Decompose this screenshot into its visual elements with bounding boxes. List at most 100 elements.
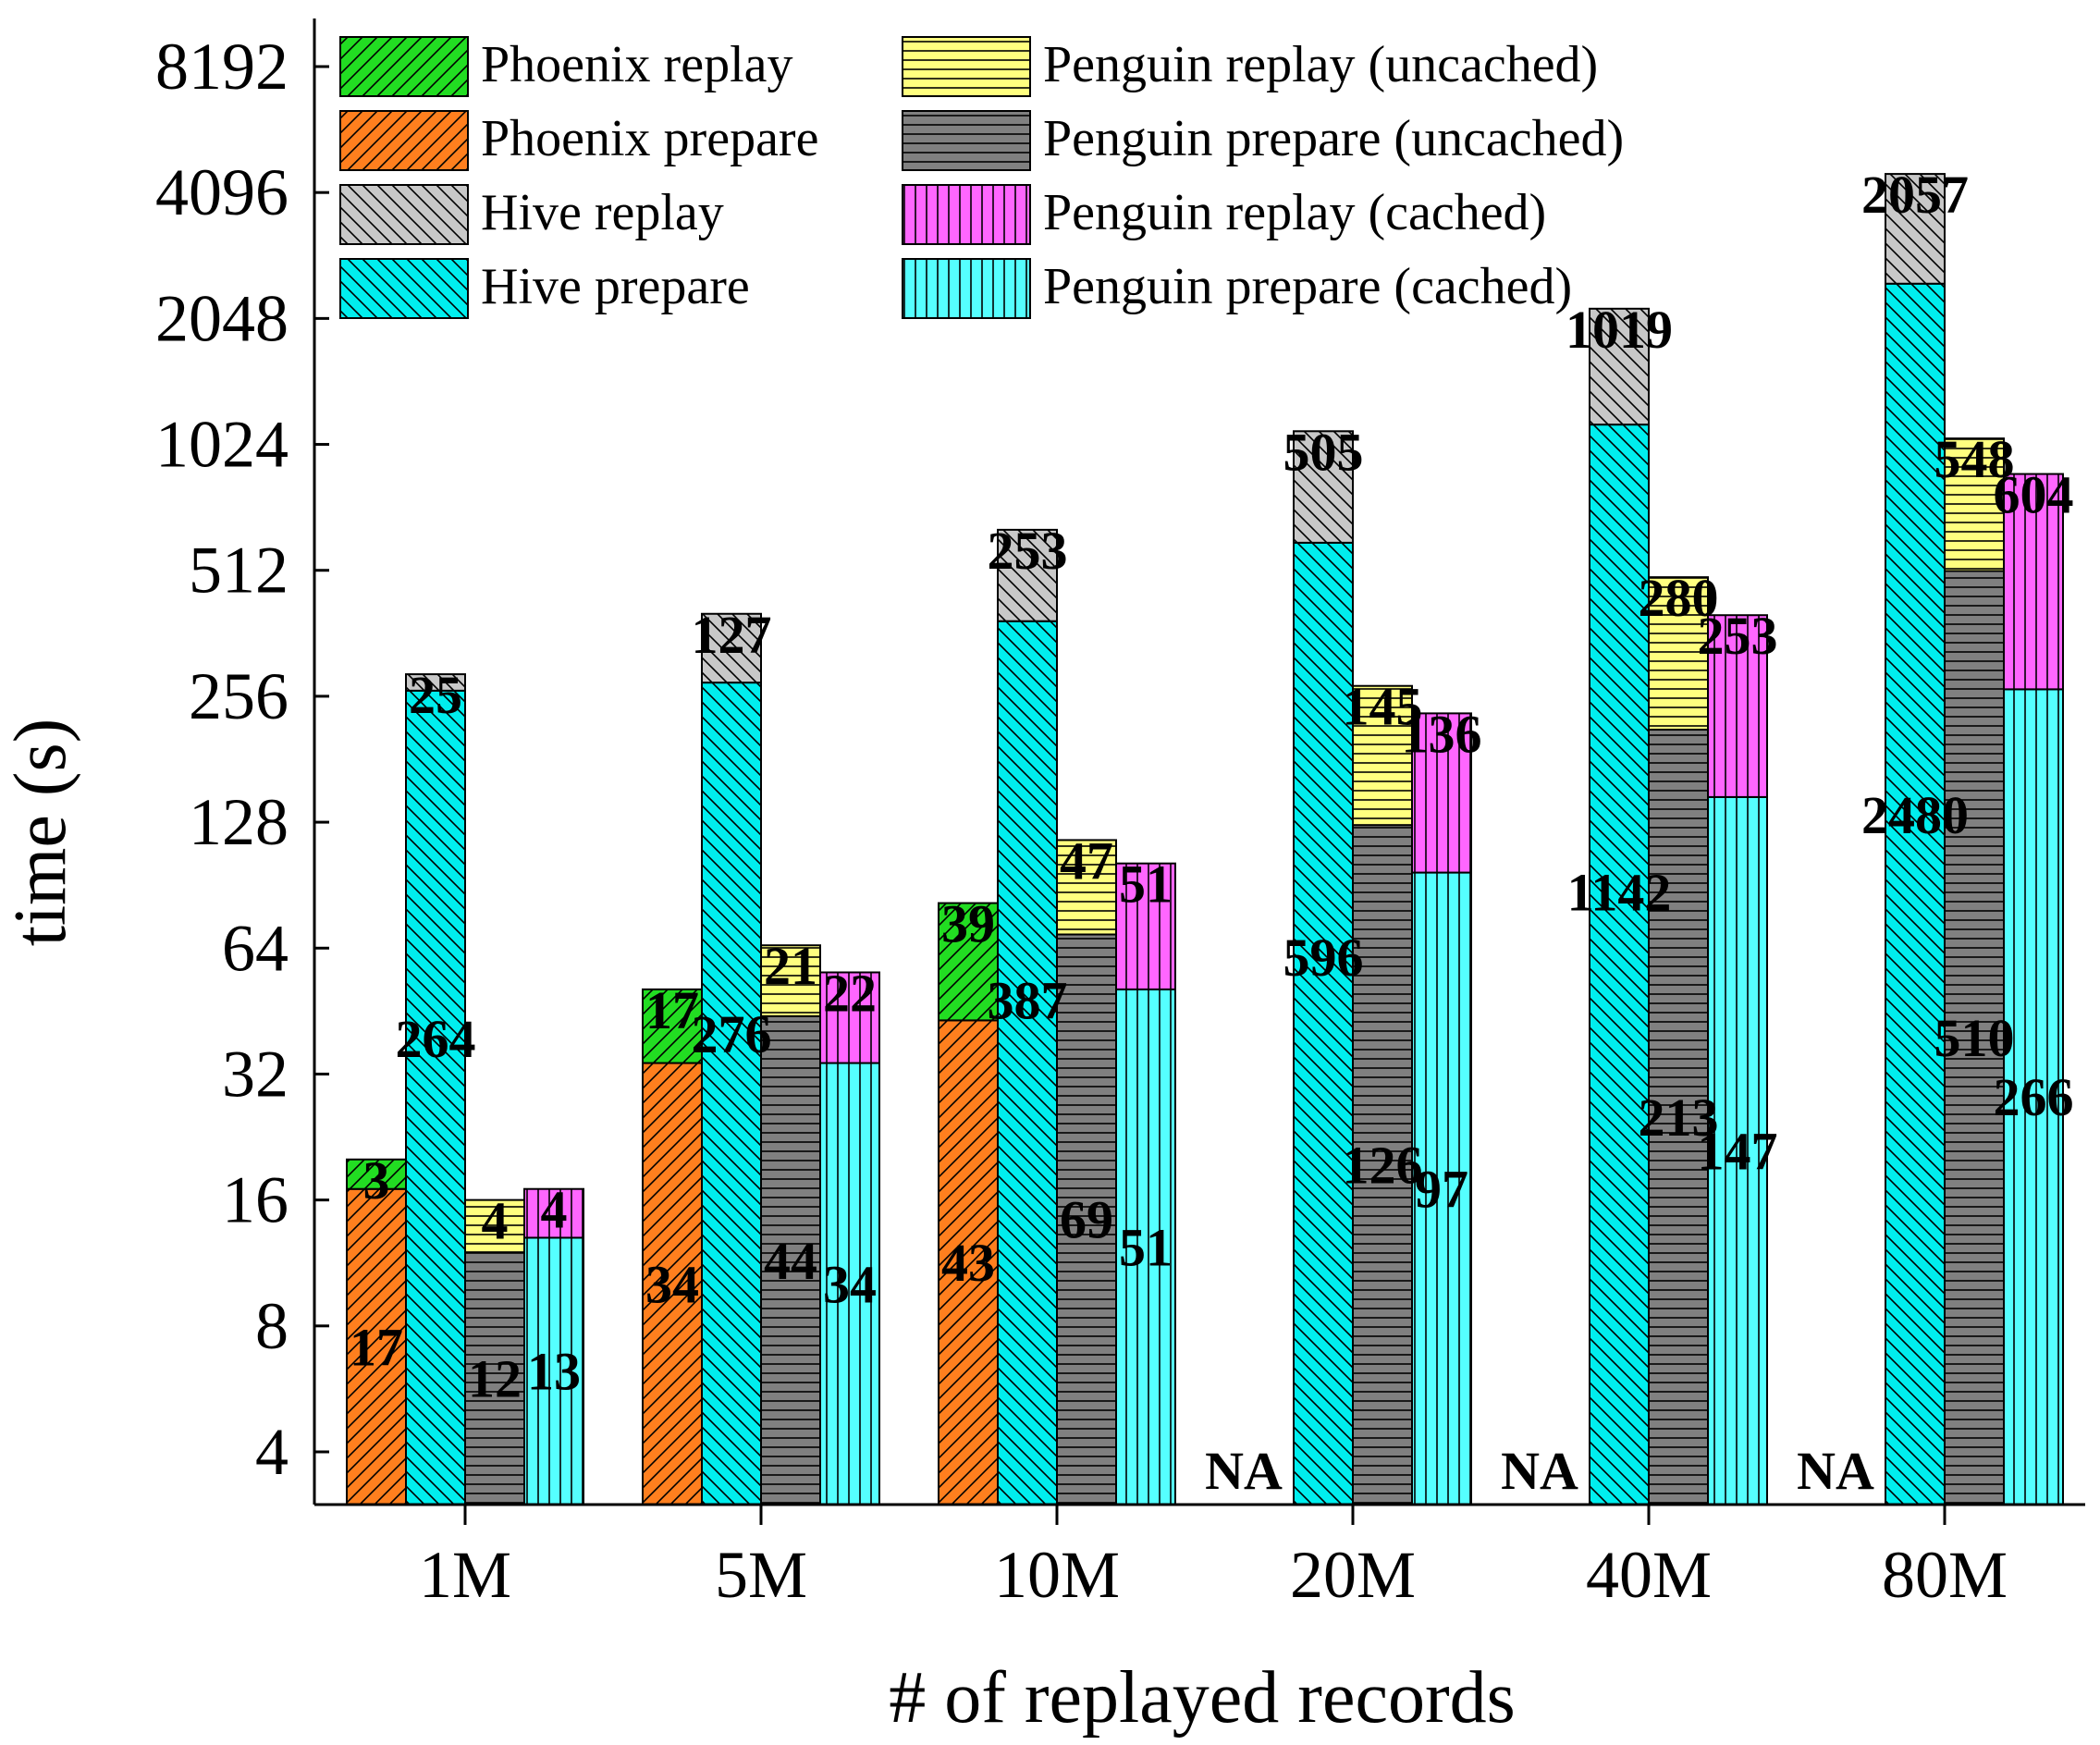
- bar-segment: [1293, 430, 1354, 544]
- bar-segment: [523, 1187, 584, 1239]
- bar-value-label: 548: [1934, 429, 2015, 489]
- y-tick-label: 8192: [155, 30, 289, 104]
- y-tick-label: 4096: [155, 155, 289, 229]
- legend-swatch: [902, 36, 1031, 97]
- bar-segment: [760, 944, 821, 1017]
- legend-label: Hive replay: [481, 184, 724, 241]
- bar-segment: [405, 689, 466, 1505]
- bar-value-label: 280: [1639, 568, 1719, 628]
- x-tick-label: 1M: [419, 1538, 511, 1612]
- bar-value-label: 34: [645, 1254, 699, 1314]
- bar-segment: [346, 1158, 407, 1190]
- na-label: NA: [1205, 1441, 1283, 1501]
- bar-segment: [997, 620, 1058, 1505]
- y-tick-label: 256: [189, 659, 289, 733]
- bar-segment: [1707, 795, 1768, 1505]
- bar-segment: [1648, 576, 1709, 731]
- bar-value-label: 21: [764, 936, 817, 996]
- bar-value-label: 505: [1283, 422, 1364, 482]
- bar-segment: [938, 902, 999, 1022]
- y-tick-label: 8: [255, 1289, 289, 1363]
- bar-segment: [464, 1251, 525, 1506]
- bar-value-label: 253: [988, 521, 1068, 581]
- bar-value-label: 264: [396, 1009, 476, 1069]
- bar-segment: [1056, 933, 1117, 1505]
- legend-swatch: [339, 184, 469, 245]
- legend-label: Penguin replay (uncached): [1043, 36, 1598, 93]
- legend-item: Phoenix prepare: [339, 110, 818, 171]
- bar-value-label: 13: [527, 1342, 581, 1402]
- x-tick-label: 40M: [1586, 1538, 1712, 1612]
- y-axis-title: time (s): [0, 719, 81, 947]
- bar-segment: [1885, 173, 1946, 285]
- bar-segment: [1589, 307, 1650, 426]
- bar-value-label: 4: [482, 1191, 509, 1251]
- bar-segment: [819, 971, 880, 1064]
- bar-value-label: 17: [350, 1317, 403, 1377]
- legend: Phoenix replay Phoenix prepare Hive replay…: [339, 36, 1624, 319]
- bar-value-label: 510: [1934, 1008, 2015, 1068]
- legend-label: Penguin prepare (uncached): [1043, 110, 1624, 167]
- legend-swatch: [902, 110, 1031, 171]
- bar-segment: [642, 988, 703, 1064]
- bar-value-label: 97: [1415, 1159, 1468, 1219]
- bar-value-label: 51: [1119, 1217, 1173, 1277]
- bar-segment: [701, 682, 762, 1505]
- legend-swatch: [902, 184, 1031, 245]
- bar-segment: [1411, 712, 1472, 874]
- y-tick-label: 2048: [155, 281, 289, 355]
- bar-value-label: 43: [941, 1233, 995, 1293]
- bar-value-label: 34: [823, 1254, 877, 1314]
- bar-value-label: 126: [1343, 1136, 1423, 1196]
- legend-item: Penguin replay (uncached): [902, 36, 1598, 97]
- axes-layer: 4 8 16 3 264 128 256 512 1024 2048 4096 8192 1M 5M 10M…: [155, 18, 2085, 1612]
- legend-item: Hive replay: [339, 184, 724, 245]
- y-tick-label: 128: [189, 785, 289, 859]
- legend-label: Phoenix prepare: [481, 110, 818, 167]
- y-tick-label: 1024: [155, 408, 289, 482]
- bar-segment: [1707, 614, 1768, 798]
- x-tick-label: 5M: [715, 1538, 807, 1612]
- y-tick-label: 4: [255, 1415, 289, 1489]
- bar-segment: [346, 1187, 407, 1505]
- bar-value-label: 47: [1060, 830, 1113, 891]
- bar-value-label: 266: [1994, 1067, 2074, 1127]
- bar-segment: [1352, 684, 1413, 827]
- legend-label: Phoenix replay: [481, 36, 792, 93]
- x-tick-label: 80M: [1882, 1538, 2008, 1612]
- bar-value-label: 253: [1698, 606, 1778, 666]
- bar-value-label: 127: [692, 605, 772, 665]
- legend-item: Penguin prepare (uncached): [902, 110, 1624, 171]
- y-tick-label: 16: [222, 1163, 289, 1237]
- legend-item: Hive prepare: [339, 258, 750, 319]
- na-label: NA: [1501, 1441, 1578, 1501]
- bar-segment: [938, 1019, 999, 1505]
- bar-value-label: 136: [1402, 704, 1482, 764]
- bar-segment: [997, 528, 1058, 622]
- na-label: NA: [1797, 1441, 1874, 1501]
- bar-segment: [1944, 570, 2005, 1505]
- bar-value-label: 604: [1994, 465, 2074, 525]
- bar-segment: [2003, 473, 2064, 691]
- bar-value-label: 51: [1119, 854, 1173, 915]
- bars-layer: [346, 173, 2064, 1506]
- legend-item: Penguin prepare (cached): [902, 258, 1572, 319]
- bar-value-label: 213: [1639, 1088, 1719, 1148]
- x-tick-label: 10M: [994, 1538, 1120, 1612]
- bar-value-label: 3: [363, 1150, 390, 1210]
- bar-segment: [1115, 862, 1176, 990]
- bar-segment: [464, 1198, 525, 1254]
- legend-label: Penguin prepare (cached): [1043, 258, 1572, 315]
- bar-value-label: 2480: [1861, 785, 1969, 845]
- bar-value-label: 1019: [1566, 300, 1673, 360]
- bar-segment: [405, 673, 466, 692]
- bar-value-label: 596: [1283, 928, 1364, 988]
- bar-value-label: 1142: [1567, 863, 1672, 923]
- bar-segment: [1115, 988, 1176, 1505]
- legend-item: Penguin replay (cached): [902, 184, 1546, 245]
- y-tick-label: 512: [189, 534, 289, 608]
- bar-value-label: 25: [409, 665, 462, 725]
- bar-value-label: 147: [1698, 1121, 1778, 1181]
- bar-value-label: 17: [645, 980, 699, 1040]
